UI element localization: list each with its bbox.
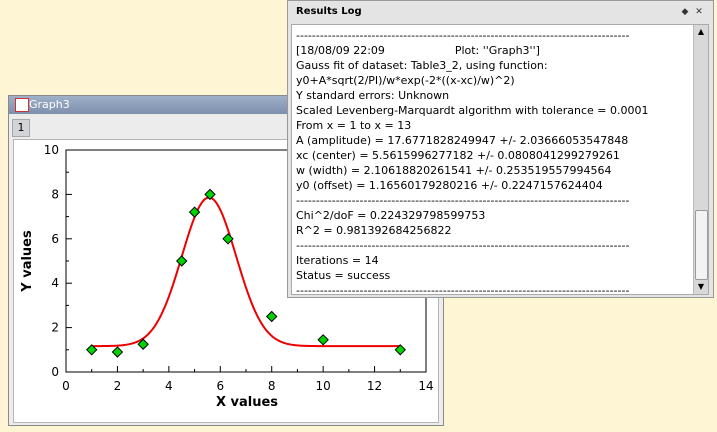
data-point [111, 346, 124, 358]
chart-svg[interactable]: 0 2 4 6 8 10 12 14 0 2 4 6 8 10 X values Y values [2, 2, 442, 432]
scroll-down-icon[interactable]: ▼ [697, 282, 705, 291]
log-line: y0 (offset) = 1.16560179280216 +/- 0.224… [296, 179, 603, 192]
float-icon[interactable]: ◆ [681, 7, 689, 17]
results-log-window[interactable]: Results Log ◆ ✕ ------------------------… [287, 0, 714, 298]
x-axis-label: X values [216, 395, 278, 410]
y-axis-label: Y values [20, 230, 35, 293]
data-point [394, 344, 406, 356]
results-log-body[interactable]: ----------------------------------------… [291, 24, 709, 295]
x-tick-label: 8 [268, 379, 276, 393]
x-tick-label: 0 [62, 379, 70, 393]
x-tick-label: 6 [216, 379, 224, 393]
data-point [317, 334, 329, 346]
data-point [222, 233, 234, 245]
log-line: ----------------------------------------… [296, 29, 630, 42]
close-icon[interactable]: ✕ [695, 7, 703, 17]
data-point [204, 188, 216, 201]
scroll-thumb[interactable] [695, 210, 708, 280]
x-tick-label: 4 [165, 379, 173, 393]
y-tick-label: 4 [51, 276, 59, 290]
log-line: ----------------------------------------… [296, 284, 630, 295]
scroll-up-icon[interactable]: ▲ [697, 27, 705, 36]
layer-button[interactable]: 1 [12, 119, 30, 137]
log-line: ----------------------------------------… [296, 194, 630, 207]
results-log-text: ----------------------------------------… [296, 28, 691, 295]
log-line: From x = 1 to x = 13 [296, 119, 412, 132]
log-line: Gauss fit of dataset: Table3_2, using fu… [296, 59, 548, 72]
data-point [137, 338, 149, 350]
log-line: R^2 = 0.981392684256822 [296, 224, 452, 237]
y-tick-label: 10 [44, 143, 59, 157]
log-line: xc (center) = 5.5615996277182 +/- 0.0808… [296, 149, 620, 162]
y-tick-label: 2 [51, 321, 59, 335]
log-line: w (width) = 2.10618820261541 +/- 0.25351… [296, 164, 612, 177]
data-point [86, 344, 98, 356]
log-line: Status = success [296, 269, 391, 282]
results-log-title: Results Log [296, 6, 362, 17]
graph-title: Graph3 [29, 98, 70, 111]
x-tick-label: 12 [367, 379, 382, 393]
x-tick-label: 2 [114, 379, 122, 393]
log-line: Y standard errors: Unknown [296, 89, 450, 102]
y-tick-label: 8 [51, 187, 59, 201]
log-line: ----------------------------------------… [296, 239, 630, 252]
log-line: Scaled Levenberg-Marquardt algorithm wit… [296, 104, 649, 117]
data-point [188, 206, 201, 218]
data-point [266, 310, 278, 323]
log-line: Iterations = 14 [296, 254, 379, 267]
log-line: [18/08/09 22:09 Plot: ''Graph3''] [296, 44, 540, 57]
y-tick-label: 6 [51, 232, 59, 246]
graph-window-icon [15, 98, 29, 112]
results-log-titlebar: Results Log ◆ ✕ [288, 1, 713, 23]
fit-curve [91, 196, 401, 348]
log-line: y0+A*sqrt(2/PI)/w*exp(-2*((x-xc)/w)^2) [296, 74, 515, 87]
log-line: Chi^2/doF = 0.224329798599753 [296, 209, 486, 222]
x-tick-label: 14 [418, 379, 433, 393]
log-scrollbar[interactable]: ▲ ▼ [693, 25, 708, 294]
y-tick-label: 0 [51, 365, 59, 379]
log-line: A (amplitude) = 17.6771828249947 +/- 2.0… [296, 134, 629, 147]
x-tick-label: 10 [316, 379, 331, 393]
data-point [176, 255, 188, 267]
